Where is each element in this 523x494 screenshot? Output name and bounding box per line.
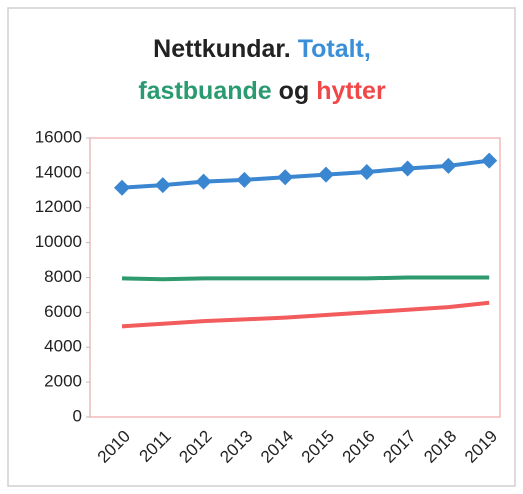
y-tick-label: 6000 <box>44 302 82 321</box>
series-line <box>121 300 490 329</box>
title-part: Nettkundar. <box>153 35 291 63</box>
series-line <box>121 275 490 282</box>
y-tick-label: 14000 <box>35 162 82 181</box>
series-marker <box>277 169 294 186</box>
y-tick-label: 10000 <box>35 232 82 251</box>
chart-title: fastbuande og hytter <box>138 77 386 105</box>
series-marker <box>318 166 334 183</box>
series-marker <box>358 164 375 181</box>
y-tick-label: 12000 <box>35 197 82 216</box>
y-tick-label: 4000 <box>44 337 82 356</box>
series-line <box>121 158 490 190</box>
title-part: Totalt, <box>298 35 371 63</box>
title-part: og <box>279 77 310 105</box>
title-part: fastbuande <box>138 77 271 105</box>
series-marker <box>399 160 416 177</box>
series-marker <box>481 152 498 169</box>
series-marker <box>114 179 130 196</box>
series-marker <box>440 157 457 174</box>
series-marker <box>154 177 171 194</box>
chart-title: Nettkundar. Totalt, <box>153 35 371 63</box>
y-tick-label: 2000 <box>44 372 82 391</box>
title-part: hytter <box>316 77 386 105</box>
chart-border <box>7 7 516 487</box>
y-tick-label: 0 <box>73 406 82 425</box>
series-marker <box>195 173 212 190</box>
series-marker <box>236 171 253 188</box>
y-tick-label: 8000 <box>44 267 82 286</box>
y-tick-label: 16000 <box>35 127 82 146</box>
